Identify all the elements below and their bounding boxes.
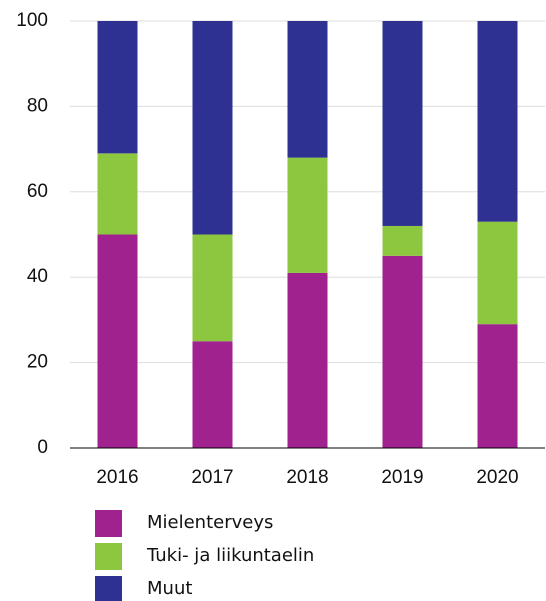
bar-segment: [382, 21, 423, 226]
legend-label: Muut: [147, 578, 192, 599]
legend-label: Tuki- ja liikuntaelin: [146, 545, 314, 566]
x-tick-label: 2017: [191, 467, 233, 488]
bar-segment: [192, 341, 233, 448]
bar-segment: [477, 21, 518, 222]
y-tick-label: 100: [16, 10, 48, 31]
bar-segment: [287, 21, 328, 158]
x-tick-label: 2020: [476, 467, 518, 488]
y-tick-label: 20: [27, 352, 48, 373]
bar-segment: [382, 225, 423, 256]
y-tick-label: 40: [27, 266, 48, 287]
legend-swatch: [95, 543, 122, 570]
y-tick-label: 0: [37, 437, 48, 458]
x-tick-label: 2018: [286, 467, 328, 488]
bar-segment: [287, 157, 328, 273]
legend-swatch: [95, 576, 122, 601]
bar-segment: [97, 153, 138, 235]
bar-segment: [382, 255, 423, 448]
bar-segment: [477, 221, 518, 325]
x-tick-label: 2019: [381, 467, 423, 488]
bar-segment: [97, 21, 138, 154]
legend-swatch: [95, 510, 122, 537]
legend-label: Mielenterveys: [147, 512, 273, 533]
y-tick-label: 60: [27, 181, 48, 202]
bar-segment: [287, 272, 328, 448]
y-tick-label: 80: [27, 95, 48, 116]
bar-segment: [477, 324, 518, 448]
bar-segment: [192, 21, 233, 235]
x-tick-label: 2016: [96, 467, 138, 488]
bar-segment: [192, 234, 233, 342]
bar-segment: [97, 234, 138, 448]
